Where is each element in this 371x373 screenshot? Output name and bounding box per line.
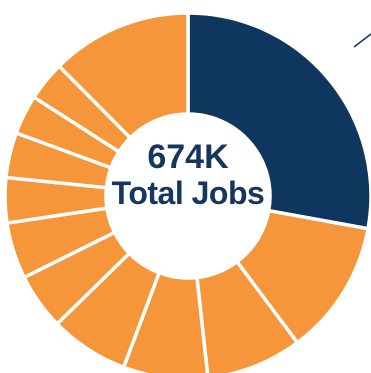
donut-slices <box>3 11 371 373</box>
pointer-line <box>353 33 371 48</box>
total-jobs-caption: Total Jobs <box>111 175 265 211</box>
donut-slice-12 <box>56 11 190 141</box>
total-jobs-value: 674K <box>147 138 229 176</box>
center-label: 674K Total Jobs <box>88 140 288 209</box>
donut-slice-3 <box>195 259 300 373</box>
